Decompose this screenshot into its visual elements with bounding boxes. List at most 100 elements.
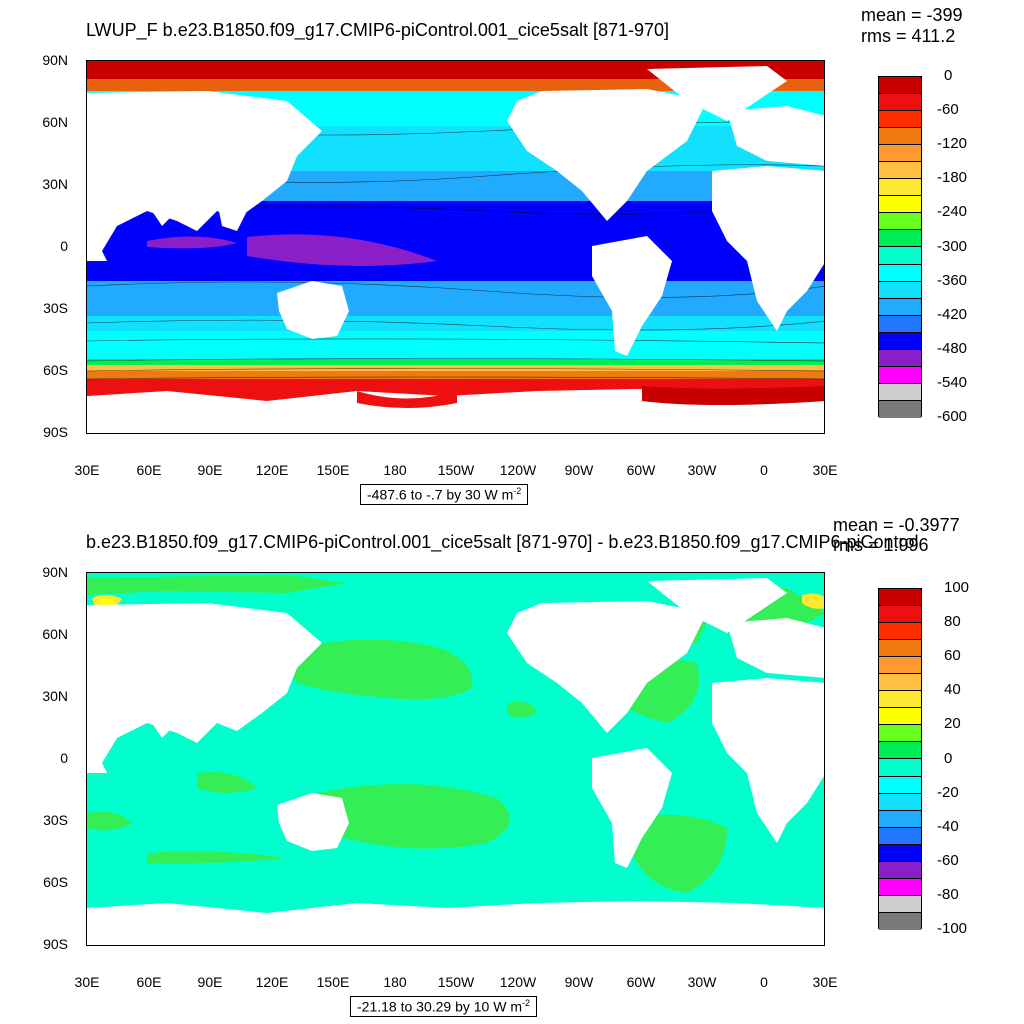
colorbar-segment	[879, 179, 921, 197]
colorbar-segment	[879, 213, 921, 231]
lon-label: 120W	[499, 974, 537, 990]
colorbar-segment	[879, 725, 921, 743]
colorbar-segment	[879, 162, 921, 180]
rms-stat: rms = 411.2	[861, 26, 956, 46]
lon-label: 30W	[687, 462, 717, 478]
colorbar-tick-label: -240	[937, 203, 968, 221]
colorbar-tick-label: 20	[944, 715, 961, 733]
lat-label: 90N	[42, 52, 68, 68]
lon-label: 30W	[687, 974, 717, 990]
lat-label: 30N	[42, 688, 68, 704]
unit-exponent: -2	[513, 486, 522, 496]
colorbar-segment	[879, 366, 921, 384]
panel-title: LWUP_F b.e23.B1850.f09_g17.CMIP6-piContr…	[86, 20, 670, 40]
panel-title: b.e23.B1850.f09_g17.CMIP6-piControl.001_…	[86, 532, 919, 552]
lat-label: 90N	[42, 564, 68, 580]
colorbar-segment	[879, 776, 921, 794]
lon-label: 150E	[316, 974, 350, 990]
top-panel: LWUP_F b.e23.B1850.f09_g17.CMIP6-piContr…	[42, 5, 968, 505]
colorbar-segment	[879, 861, 921, 879]
lon-label: 30E	[74, 974, 100, 990]
colorbar-tick-label: -80	[937, 885, 959, 903]
lat-label: 0	[60, 750, 68, 766]
colorbar-segment	[879, 315, 921, 333]
lon-label: 90W	[564, 974, 594, 990]
mean-stat: mean = -0.3977	[833, 515, 960, 535]
colorbar-tick-label: 0	[944, 67, 953, 84]
colorbar-segment	[879, 827, 921, 845]
lat-label: 60S	[43, 874, 68, 890]
unit-exponent: -2	[521, 998, 530, 1008]
lon-label: 150W	[437, 462, 475, 478]
colorbar-segment	[879, 128, 921, 146]
colorbar-segment	[879, 793, 921, 811]
colorbar-segment	[879, 691, 921, 709]
contour-info: -487.6 to -.7 by 30 W m	[367, 486, 514, 503]
contour-info-box: -487.6 to -.7 by 30 W m-2	[360, 484, 529, 505]
lon-label: 60W	[626, 974, 656, 990]
colorbar-segment	[879, 895, 921, 913]
colorbar-segment	[879, 674, 921, 692]
colorbar-segment	[879, 759, 921, 777]
colorbar-tick-label: 100	[944, 579, 970, 596]
lat-label: 60N	[42, 114, 68, 130]
colorbar-tick-label: -180	[937, 169, 968, 187]
lon-label: 90E	[197, 974, 223, 990]
lon-label: 60W	[626, 462, 656, 478]
colorbar-tick-label: -420	[937, 305, 968, 323]
lat-label: 30S	[43, 812, 68, 828]
colorbar-segment	[879, 281, 921, 299]
colorbar-tick-label: -600	[937, 408, 968, 425]
colorbar-segment	[879, 145, 921, 163]
colorbar-segment	[879, 230, 921, 248]
colorbar-tick-label: -20	[937, 783, 959, 801]
colorbar-segment	[879, 878, 921, 896]
colorbar-tick-label: -40	[937, 817, 959, 835]
colorbar-tick-label: -540	[937, 373, 968, 391]
colorbar-segment	[879, 623, 921, 641]
colorbar-segment	[879, 247, 921, 265]
colorbar-segment	[879, 657, 921, 675]
lon-label: 0	[760, 974, 768, 990]
mean-stat: mean = -399	[861, 5, 963, 25]
colorbar-tick-label: -100	[937, 920, 968, 937]
lon-label: 150E	[316, 462, 350, 478]
colorbar	[878, 76, 922, 418]
colorbar-tick-label: 0	[944, 749, 953, 767]
colorbar-segment	[879, 77, 921, 95]
lat-label: 90S	[43, 424, 68, 440]
lon-label: 120E	[255, 462, 289, 478]
bottom-panel: b.e23.B1850.f09_g17.CMIP6-piControl.001_…	[0, 512, 1024, 1024]
lon-label: 30E	[74, 462, 100, 478]
rms-stat: rms = 1.996	[833, 535, 929, 555]
lat-label: 0	[60, 238, 68, 254]
colorbar-segment	[879, 349, 921, 367]
colorbar-segment	[879, 589, 921, 607]
colorbar-segment	[879, 264, 921, 282]
lon-label: 180	[383, 974, 407, 990]
colorbar-tick-label: 60	[944, 647, 961, 665]
colorbar-tick-label: -120	[937, 135, 968, 153]
lon-label: 60E	[136, 974, 162, 990]
colorbar-segment	[879, 111, 921, 129]
lon-label: 60E	[136, 462, 162, 478]
colorbar-segment	[879, 400, 921, 418]
colorbar-segment	[879, 383, 921, 401]
lon-label: 120W	[499, 462, 537, 478]
colorbar-tick-label: -480	[937, 339, 968, 357]
lon-label: 90E	[197, 462, 223, 478]
colorbar-segment	[879, 640, 921, 658]
colorbar	[878, 588, 922, 930]
colorbar-tick-label: 80	[944, 613, 961, 631]
lon-label: 180	[383, 462, 407, 478]
colorbar-tick-label: -60	[937, 851, 959, 869]
colorbar-segment	[879, 332, 921, 350]
lon-label: 150W	[437, 974, 475, 990]
colorbar-segment	[879, 844, 921, 862]
contour-info: -21.18 to 30.29 by 10 W m	[357, 998, 522, 1015]
lon-label: 30E	[812, 462, 838, 478]
lon-label: 0	[760, 462, 768, 478]
colorbar-segment	[879, 708, 921, 726]
colorbar-segment	[879, 94, 921, 112]
lat-label: 60S	[43, 362, 68, 378]
